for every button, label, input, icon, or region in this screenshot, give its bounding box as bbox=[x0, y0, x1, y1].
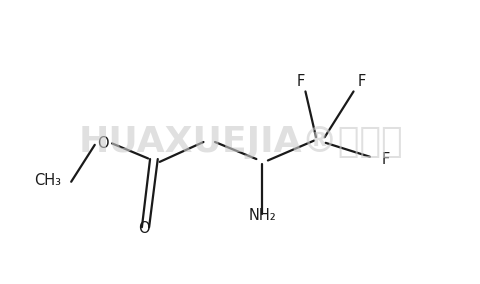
Text: HUAXUEJIA®化学加: HUAXUEJIA®化学加 bbox=[78, 125, 402, 159]
Text: O: O bbox=[138, 221, 150, 236]
Text: O: O bbox=[97, 136, 109, 151]
Text: NH₂: NH₂ bbox=[248, 208, 276, 223]
Text: CH₃: CH₃ bbox=[35, 173, 61, 188]
Text: F: F bbox=[381, 152, 390, 166]
Text: F: F bbox=[296, 74, 304, 89]
Text: F: F bbox=[357, 74, 366, 89]
